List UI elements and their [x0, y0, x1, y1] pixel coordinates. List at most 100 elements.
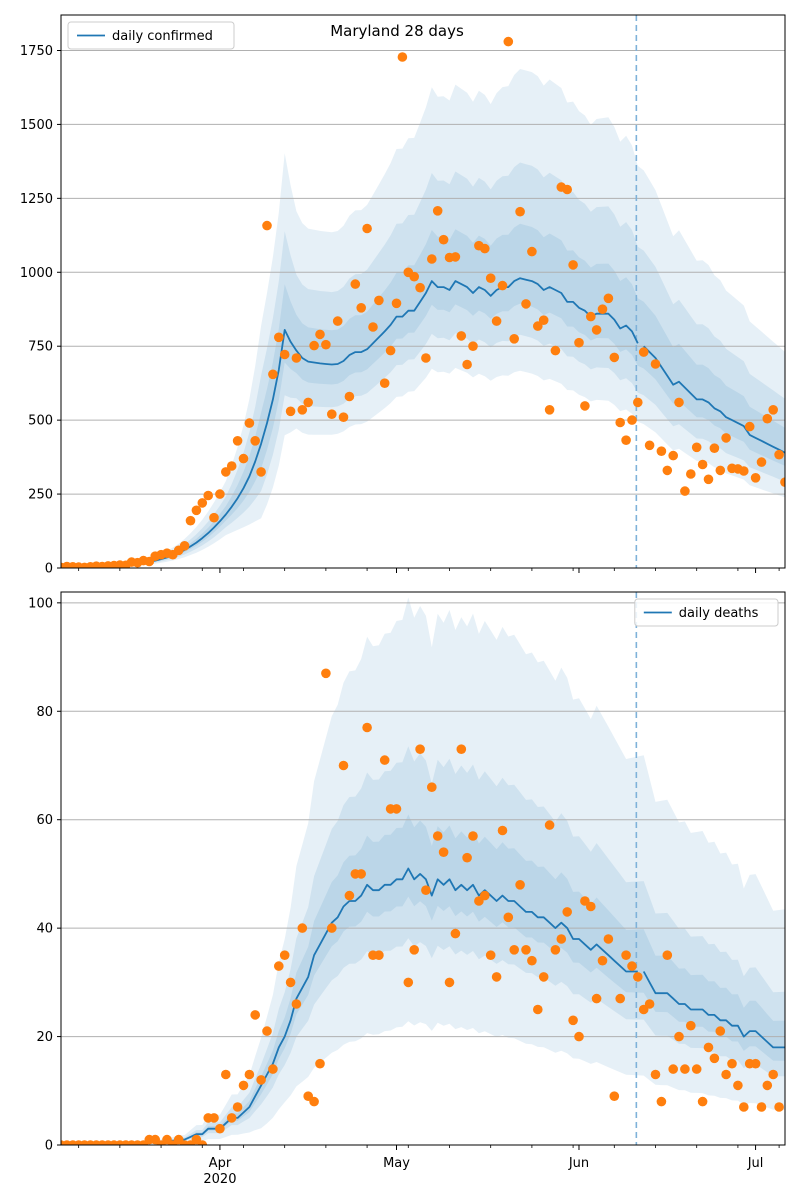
confirmed-axes-frame	[60, 14, 786, 569]
observation-point	[297, 405, 308, 415]
observation-point	[221, 467, 231, 477]
observation-point	[350, 279, 361, 289]
x-tick-label: Jun	[568, 1156, 589, 1171]
observation-point	[415, 282, 425, 293]
observation-point	[391, 804, 402, 814]
observation-point	[668, 1064, 678, 1074]
observation-point	[303, 397, 314, 408]
observation-point	[456, 331, 467, 341]
observation-point	[332, 316, 343, 326]
observation-point	[538, 972, 549, 982]
observation-point	[209, 512, 219, 523]
observation-point	[668, 450, 678, 461]
observation-point	[232, 1102, 243, 1112]
observation-point	[586, 901, 596, 912]
observation-point	[321, 668, 331, 679]
observation-point	[562, 184, 572, 195]
x-tick-label: May	[383, 1156, 410, 1171]
legend-box	[67, 21, 235, 50]
y-tick-label: 250	[28, 488, 53, 503]
observation-point	[379, 755, 390, 765]
observation-point	[715, 465, 726, 476]
observation-point	[191, 505, 202, 516]
observation-point	[421, 353, 431, 363]
deaths-legend: daily deaths	[634, 598, 779, 627]
y-tick-label: 750	[28, 340, 53, 355]
observation-point	[444, 977, 455, 988]
observation-point	[656, 446, 667, 457]
y-tick-label: 40	[36, 922, 53, 937]
observation-point	[609, 1091, 620, 1101]
observation-point	[621, 950, 631, 960]
observation-point	[574, 337, 584, 348]
observation-point	[480, 890, 490, 901]
observation-point	[697, 1096, 708, 1107]
observation-point	[586, 311, 596, 322]
observation-point	[491, 316, 502, 326]
observation-point	[762, 413, 773, 424]
observation-point	[650, 359, 661, 369]
observation-point	[256, 467, 266, 477]
observation-point	[226, 461, 237, 471]
observation-point	[450, 928, 461, 939]
observation-point	[268, 1064, 278, 1074]
axes-frame	[60, 591, 786, 1146]
observation-point	[591, 993, 602, 1004]
band-mid	[61, 746, 785, 1145]
observation-point	[432, 831, 443, 841]
y-tick-label: 500	[28, 414, 53, 429]
observation-point	[680, 486, 690, 496]
observation-point	[197, 1140, 208, 1145]
observation-point	[250, 436, 260, 446]
observation-point	[774, 1102, 784, 1112]
observation-point	[662, 950, 673, 960]
observation-point	[674, 397, 684, 408]
observation-point	[274, 332, 284, 343]
observation-point	[503, 912, 514, 923]
band-outer	[61, 69, 785, 568]
observation-point	[538, 315, 549, 326]
observation-point	[462, 359, 472, 370]
observation-point	[615, 993, 625, 1004]
observation-point	[597, 304, 608, 315]
observation-point	[279, 950, 290, 960]
observation-point	[521, 945, 531, 955]
observation-point	[179, 541, 190, 551]
observation-point	[238, 1080, 249, 1091]
observation-point	[497, 280, 508, 291]
observation-point	[644, 999, 655, 1009]
observation-point	[368, 322, 378, 332]
observation-point	[427, 254, 437, 264]
observation-point	[285, 977, 296, 988]
observation-point	[686, 1020, 696, 1031]
observation-point	[650, 1069, 661, 1080]
observation-point	[574, 1031, 584, 1042]
observation-point	[662, 465, 673, 476]
observation-point	[603, 934, 614, 944]
observation-point	[427, 782, 437, 792]
observation-point	[244, 1069, 255, 1080]
band-mid	[61, 162, 785, 568]
confirmed-x-axis	[78, 568, 780, 573]
observation-point	[209, 1113, 219, 1123]
observation-point	[291, 999, 302, 1009]
observation-point	[527, 246, 537, 257]
observation-point	[409, 271, 420, 282]
observation-point	[485, 273, 496, 284]
observation-point	[362, 722, 372, 733]
observation-point	[468, 831, 478, 841]
observation-point	[338, 412, 349, 423]
observation-point	[297, 923, 308, 933]
observation-point	[527, 955, 537, 966]
deaths-y-axis: 0 20 40 60 80 100	[28, 596, 61, 1154]
deaths-observations	[61, 668, 784, 1145]
observation-point	[480, 243, 490, 254]
observation-point	[274, 961, 284, 971]
confirmed-panel: 0 250 500 750 1000 1250 1500 1750 daily confirm…	[20, 14, 786, 577]
observation-point	[721, 433, 731, 443]
observation-point	[450, 252, 461, 262]
observation-point	[515, 880, 525, 890]
observation-point	[262, 220, 272, 231]
